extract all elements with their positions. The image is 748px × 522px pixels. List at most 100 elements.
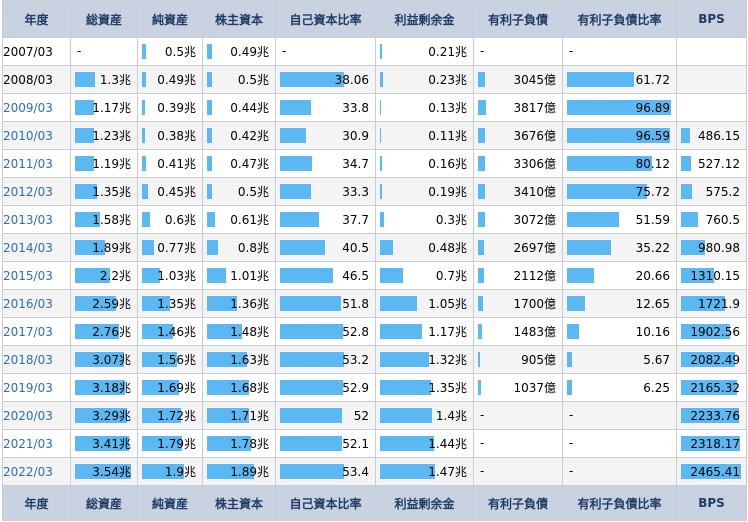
shareholders-equity-value: 0.42兆 (230, 129, 269, 143)
net-assets-bar (142, 72, 146, 87)
net-assets-cell: 0.6兆 (137, 205, 203, 234)
year-cell[interactable]: 2022/03 (2, 457, 71, 486)
equity-ratio-value: 52.8 (342, 324, 369, 339)
equity-ratio-value: 33.3 (342, 184, 369, 199)
equity-ratio-cell: 40.5 (275, 233, 376, 262)
debt-ratio-bar (567, 156, 652, 171)
bps-bar (681, 156, 691, 171)
year-cell[interactable]: 2011/03 (2, 149, 71, 178)
shareholders-equity-cell: 0.61兆 (202, 205, 276, 234)
shareholders-equity-bar (207, 184, 212, 199)
shareholders-equity-bar (207, 44, 212, 59)
retained-earnings-value: 1.47兆 (428, 465, 467, 479)
total-assets-value: 3.29兆 (92, 409, 131, 423)
net-assets-bar (142, 240, 154, 255)
year-cell[interactable]: 2015/03 (2, 261, 71, 290)
net-assets-value: 1.9兆 (164, 465, 196, 479)
bps-footer-header[interactable]: BPS (676, 485, 747, 521)
interest-bearing-debt-value: 905億 (521, 353, 556, 367)
shareholders-equity-value: 1.71兆 (230, 409, 269, 423)
year-cell[interactable]: 2020/03 (2, 401, 71, 430)
shareholders-equity-value: 0.44兆 (230, 101, 269, 115)
net-assets-header[interactable]: 純資産 (137, 0, 203, 38)
net-assets-bar (142, 324, 173, 339)
debt-ratio-footer-header[interactable]: 有利子負債比率 (562, 485, 677, 521)
bps-cell: 1902.56 (676, 317, 747, 346)
debt-ratio-value: 12.65 (635, 296, 670, 311)
equity-ratio-cell: 52.8 (275, 317, 376, 346)
shareholders-equity-value: 0.5兆 (237, 185, 269, 199)
total-assets-value: 1.19兆 (92, 157, 131, 171)
year-cell[interactable]: 2017/03 (2, 317, 71, 346)
shareholders-equity-cell: 0.5兆 (202, 177, 276, 206)
table-row: 2018/03 3.07兆 1.56兆 1.63兆 53.2 1.32兆 905億 5.67 2… (2, 345, 747, 374)
year-cell[interactable]: 2021/03 (2, 429, 71, 458)
year-cell[interactable]: 2009/03 (2, 93, 71, 122)
retained-earnings-bar (380, 324, 422, 339)
debt-ratio-bar (567, 380, 572, 395)
bps-cell (676, 65, 747, 94)
equity-ratio-bar (280, 72, 344, 87)
net-assets-footer-header[interactable]: 純資産 (137, 485, 203, 521)
total-assets-value: 1.89兆 (92, 241, 131, 255)
equity-ratio-header[interactable]: 自己資本比率 (275, 0, 376, 38)
net-assets-cell: 1.46兆 (137, 317, 203, 346)
bps-bar (681, 436, 740, 451)
debt-ratio-value: 61.72 (635, 72, 670, 87)
shareholders-equity-header[interactable]: 株主資本 (202, 0, 276, 38)
debt-ratio-bar (567, 240, 611, 255)
equity-ratio-bar (280, 184, 311, 199)
retained-earnings-footer-header[interactable]: 利益剰余金 (375, 485, 474, 521)
equity-ratio-bar (280, 436, 342, 451)
total-assets-value: 1.35兆 (92, 185, 131, 199)
bps-cell: 2082.49 (676, 345, 747, 374)
equity-ratio-cell: 38.06 (275, 65, 376, 94)
shareholders-equity-value: 1.48兆 (230, 325, 269, 339)
equity-ratio-value: 52.1 (342, 436, 369, 451)
interest-bearing-debt-value: - (480, 464, 485, 478)
net-assets-bar (142, 436, 182, 451)
interest-bearing-debt-header[interactable]: 有利子負債 (473, 0, 563, 38)
interest-bearing-debt-cell: 3676億 (473, 121, 563, 150)
net-assets-cell: 0.45兆 (137, 177, 203, 206)
total-assets-value: 2.59兆 (92, 297, 131, 311)
net-assets-bar (142, 464, 184, 479)
interest-bearing-debt-value: - (480, 44, 485, 58)
net-assets-cell: 1.79兆 (137, 429, 203, 458)
retained-earnings-value: 0.23兆 (428, 73, 467, 87)
bps-cell: 2465.41 (676, 457, 747, 486)
interest-bearing-debt-footer-header[interactable]: 有利子負債 (473, 485, 563, 521)
year-header[interactable]: 年度 (2, 0, 71, 38)
year-cell[interactable]: 2016/03 (2, 289, 71, 318)
equity-ratio-footer-header[interactable]: 自己資本比率 (275, 485, 376, 521)
total-assets-footer-header[interactable]: 総資産 (70, 485, 138, 521)
bps-header[interactable]: BPS (676, 0, 747, 38)
year-cell[interactable]: 2014/03 (2, 233, 71, 262)
total-assets-value: 3.18兆 (92, 381, 131, 395)
shareholders-equity-cell: 1.71兆 (202, 401, 276, 430)
year-cell: 2008/03 (2, 65, 71, 94)
retained-earnings-value: 1.32兆 (428, 353, 467, 367)
year-cell[interactable]: 2018/03 (2, 345, 71, 374)
year-cell[interactable]: 2012/03 (2, 177, 71, 206)
net-assets-value: 0.49兆 (157, 73, 196, 87)
debt-ratio-bar (567, 268, 594, 283)
interest-bearing-debt-value: 3306億 (513, 157, 556, 171)
net-assets-value: 1.72兆 (157, 409, 196, 423)
year-cell[interactable]: 2019/03 (2, 373, 71, 402)
retained-earnings-cell: 0.7兆 (375, 261, 474, 290)
total-assets-header[interactable]: 総資産 (70, 0, 138, 38)
shareholders-equity-footer-header[interactable]: 株主資本 (202, 485, 276, 521)
net-assets-cell: 0.39兆 (137, 93, 203, 122)
interest-bearing-debt-bar (478, 268, 484, 283)
debt-ratio-header[interactable]: 有利子負債比率 (562, 0, 677, 38)
interest-bearing-debt-cell: 3306億 (473, 149, 563, 178)
retained-earnings-cell: 0.23兆 (375, 65, 474, 94)
equity-ratio-bar (280, 380, 343, 395)
retained-earnings-cell: 0.3兆 (375, 205, 474, 234)
year-cell[interactable]: 2013/03 (2, 205, 71, 234)
year-footer-header[interactable]: 年度 (2, 485, 71, 521)
interest-bearing-debt-value: 3410億 (513, 185, 556, 199)
year-cell[interactable]: 2010/03 (2, 121, 71, 150)
retained-earnings-header[interactable]: 利益剰余金 (375, 0, 474, 38)
